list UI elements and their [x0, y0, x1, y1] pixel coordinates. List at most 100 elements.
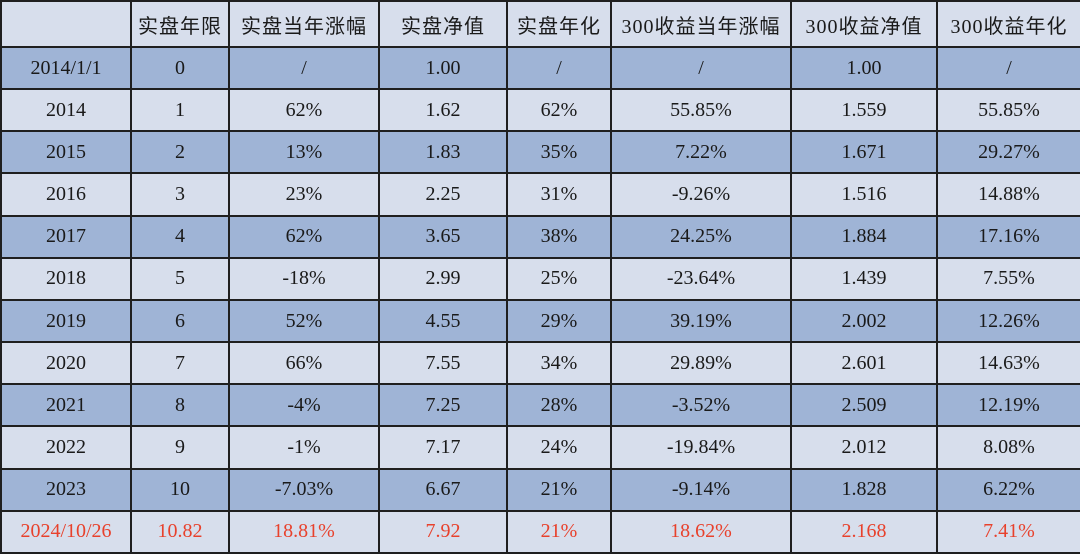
table-row: 2015 2 13% 1.83 35% 7.22% 1.671 29.27% — [0, 130, 1080, 175]
header-corner-cell — [0, 0, 132, 48]
table-row: 2022 9 -1% 7.17 24% -19.84% 2.012 8.08% — [0, 425, 1080, 470]
table-row: 2014/1/1 0 / 1.00 / / 1.00 / — [0, 45, 1080, 91]
table-cell-date: 2015 — [0, 130, 132, 175]
table-cell: 1.439 — [790, 256, 938, 301]
table-cell: 21% — [506, 467, 612, 512]
table-cell: 12.26% — [936, 298, 1080, 344]
table-cell: 29.27% — [936, 130, 1080, 175]
table-cell: 4 — [130, 214, 230, 259]
table-cell: 13% — [228, 130, 380, 175]
table-cell: / — [506, 45, 612, 91]
table-cell: 7.25 — [378, 383, 508, 428]
table-cell: 1.00 — [790, 45, 938, 91]
table-cell: 2.002 — [790, 298, 938, 344]
table-cell: 8.08% — [936, 425, 1080, 470]
table-cell: 38% — [506, 214, 612, 259]
table-cell: -23.64% — [610, 256, 792, 301]
table-cell: 10 — [130, 467, 230, 512]
table-cell: 1.516 — [790, 172, 938, 217]
table-cell-date: 2023 — [0, 467, 132, 512]
table-cell: 7.41% — [936, 509, 1080, 554]
table-cell: -1% — [228, 425, 380, 470]
table-cell: 2.509 — [790, 383, 938, 428]
table-cell: 17.16% — [936, 214, 1080, 259]
table-cell: 25% — [506, 256, 612, 301]
table-cell-date: 2019 — [0, 298, 132, 344]
header-annual-gain: 实盘当年涨幅 — [228, 0, 380, 48]
table-cell: 1.884 — [790, 214, 938, 259]
table-cell: 2.601 — [790, 341, 938, 386]
table-cell: 2.99 — [378, 256, 508, 301]
table-row: 2019 6 52% 4.55 29% 39.19% 2.002 12.26% — [0, 298, 1080, 344]
table-cell: 0 — [130, 45, 230, 91]
table-cell-date: 2018 — [0, 256, 132, 301]
header-annualized: 实盘年化 — [506, 0, 612, 48]
table-cell: 62% — [228, 88, 380, 133]
table-cell: -4% — [228, 383, 380, 428]
table-cell-date: 2014/1/1 — [0, 45, 132, 91]
table-cell: -19.84% — [610, 425, 792, 470]
table-cell-date: 2022 — [0, 425, 132, 470]
header-300-nav: 300收益净值 — [790, 0, 938, 48]
table-cell: / — [936, 45, 1080, 91]
table-cell-date: 2017 — [0, 214, 132, 259]
table-cell: 18.81% — [228, 509, 380, 554]
table-cell: 52% — [228, 298, 380, 344]
header-300-annual-gain: 300收益当年涨幅 — [610, 0, 792, 48]
table-cell: 2.25 — [378, 172, 508, 217]
table-cell: 62% — [228, 214, 380, 259]
table-row: 2018 5 -18% 2.99 25% -23.64% 1.439 7.55% — [0, 256, 1080, 301]
table-cell: 39.19% — [610, 298, 792, 344]
table-cell: 3.65 — [378, 214, 508, 259]
table-cell: 29% — [506, 298, 612, 344]
table-row: 2016 3 23% 2.25 31% -9.26% 1.516 14.88% — [0, 172, 1080, 217]
table-cell: -18% — [228, 256, 380, 301]
table-cell: 5 — [130, 256, 230, 301]
table-cell: 21% — [506, 509, 612, 554]
table-cell-date: 2020 — [0, 341, 132, 386]
table-row: 2023 10 -7.03% 6.67 21% -9.14% 1.828 6.2… — [0, 467, 1080, 512]
table-cell: 6 — [130, 298, 230, 344]
table-cell: 14.88% — [936, 172, 1080, 217]
table-cell: 8 — [130, 383, 230, 428]
header-nav: 实盘净值 — [378, 0, 508, 48]
table-cell: 62% — [506, 88, 612, 133]
table-cell: 4.55 — [378, 298, 508, 344]
table-cell: 7.22% — [610, 130, 792, 175]
table-cell: 14.63% — [936, 341, 1080, 386]
table-cell: 1.828 — [790, 467, 938, 512]
table-cell: 2 — [130, 130, 230, 175]
table-cell: 1 — [130, 88, 230, 133]
table-cell: -9.26% — [610, 172, 792, 217]
table-cell-date: 2024/10/26 — [0, 509, 132, 554]
table-cell: 2.012 — [790, 425, 938, 470]
table-cell: 7 — [130, 341, 230, 386]
table-cell: 1.62 — [378, 88, 508, 133]
table-row: 2021 8 -4% 7.25 28% -3.52% 2.509 12.19% — [0, 383, 1080, 428]
table-cell: 28% — [506, 383, 612, 428]
table-header-row: 实盘年限 实盘当年涨幅 实盘净值 实盘年化 300收益当年涨幅 300收益净值 … — [0, 0, 1080, 48]
table-cell: 24% — [506, 425, 612, 470]
table-cell: 35% — [506, 130, 612, 175]
header-300-annualized: 300收益年化 — [936, 0, 1080, 48]
table-cell: 12.19% — [936, 383, 1080, 428]
table-cell: 10.82 — [130, 509, 230, 554]
table-cell: 23% — [228, 172, 380, 217]
table-cell: 7.55% — [936, 256, 1080, 301]
table-cell: 7.55 — [378, 341, 508, 386]
table-cell: 29.89% — [610, 341, 792, 386]
table-cell-date: 2014 — [0, 88, 132, 133]
table-cell: 31% — [506, 172, 612, 217]
table-row: 2017 4 62% 3.65 38% 24.25% 1.884 17.16% — [0, 214, 1080, 259]
table-cell: -9.14% — [610, 467, 792, 512]
table-cell: 6.67 — [378, 467, 508, 512]
table-cell: -3.52% — [610, 383, 792, 428]
table-cell: 9 — [130, 425, 230, 470]
table-row: 2014 1 62% 1.62 62% 55.85% 1.559 55.85% — [0, 88, 1080, 133]
table-cell: 3 — [130, 172, 230, 217]
table-cell: / — [610, 45, 792, 91]
header-years: 实盘年限 — [130, 0, 230, 48]
table-cell: 18.62% — [610, 509, 792, 554]
